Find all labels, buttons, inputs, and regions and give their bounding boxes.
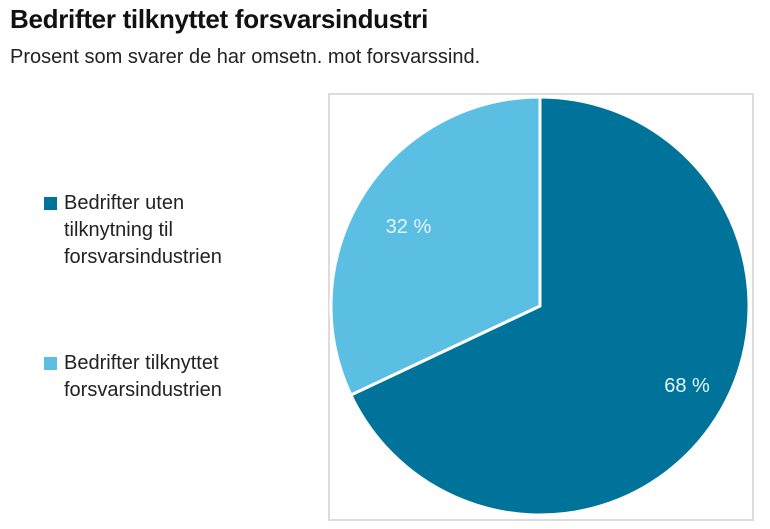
legend-label-tilknyttet: Bedrifter tilknyttet forsvarsindustrien bbox=[64, 352, 222, 401]
legend-item-tilknyttet: Bedrifter tilknyttet forsvarsindustrien bbox=[44, 350, 279, 404]
pie-slice-label-1: 32 % bbox=[386, 216, 432, 238]
pie-slice-1 bbox=[329, 95, 542, 397]
chart-title: Bedrifter tilknyttet forsvarsindustri bbox=[10, 4, 428, 34]
chart-subtitle: Prosent som svarer de har omsetn. mot fo… bbox=[10, 46, 481, 68]
legend-item-uten-tilknytning: Bedrifter uten tilknytning til forsvarsi… bbox=[44, 190, 254, 271]
legend-swatch-uten-tilknytning bbox=[44, 197, 57, 210]
pie-slice-label-0: 68 % bbox=[664, 375, 710, 397]
pie-slice-0 bbox=[349, 95, 751, 517]
legend-label-uten-tilknytning: Bedrifter uten tilknytning til forsvarsi… bbox=[64, 192, 222, 268]
legend-swatch-tilknyttet bbox=[44, 357, 57, 370]
